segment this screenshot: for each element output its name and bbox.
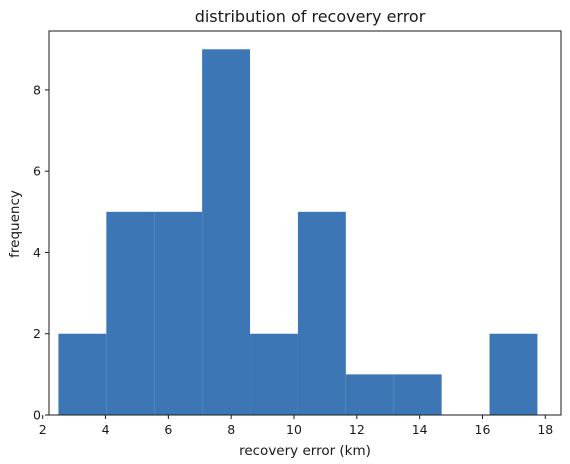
bars-group xyxy=(58,49,538,416)
histogram-bar xyxy=(393,374,442,415)
x-tick-label: 12 xyxy=(349,422,365,437)
histogram-bar xyxy=(58,333,107,415)
histogram-bar xyxy=(154,211,203,415)
plot-area-frame xyxy=(48,30,562,416)
y-tick-label: 8 xyxy=(33,82,41,97)
histogram-bar xyxy=(106,211,155,415)
histogram-bar xyxy=(202,49,251,416)
x-tick-label: 14 xyxy=(412,422,428,437)
y-axis-ticks: 0 2 4 6 8 xyxy=(33,82,49,423)
y-tick-label: 2 xyxy=(33,326,41,341)
histogram-bar xyxy=(489,333,538,415)
chart-title: distribution of recovery error xyxy=(195,7,426,26)
x-axis-label: recovery error (km) xyxy=(239,443,371,459)
x-tick-label: 18 xyxy=(537,422,553,437)
x-tick-label: 4 xyxy=(102,422,110,437)
x-tick-label: 2 xyxy=(39,422,47,437)
y-axis-label: frequency xyxy=(7,190,23,258)
histogram-bar xyxy=(345,374,394,415)
x-tick-label: 16 xyxy=(475,422,491,437)
x-tick-label: 6 xyxy=(164,422,172,437)
histogram-bar xyxy=(297,211,346,415)
y-tick-label: 0 xyxy=(33,408,41,423)
y-tick-label: 4 xyxy=(33,245,41,260)
x-tick-label: 10 xyxy=(286,422,302,437)
x-tick-label: 8 xyxy=(227,422,235,437)
histogram-bar xyxy=(250,333,298,415)
y-tick-label: 6 xyxy=(33,164,41,179)
x-axis-ticks: 2 4 6 8 10 12 14 16 18 xyxy=(39,415,553,437)
